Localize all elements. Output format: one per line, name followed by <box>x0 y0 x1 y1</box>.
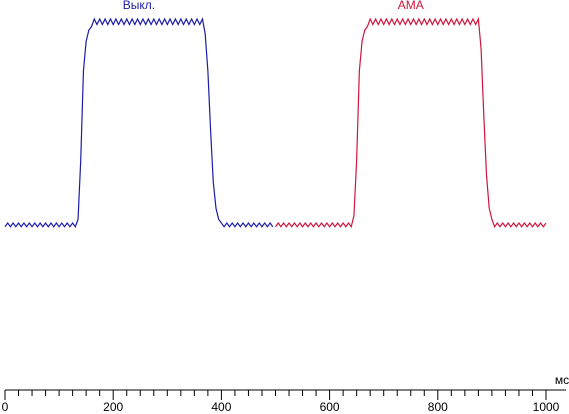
x-tick-label: 200 <box>103 400 123 414</box>
x-tick-label: 400 <box>211 400 231 414</box>
x-tick-label: 0 <box>2 400 9 414</box>
x-tick-label: 1000 <box>533 400 560 414</box>
series-label: Выкл. <box>123 0 155 12</box>
x-axis-unit: мс <box>555 373 569 387</box>
series-line <box>4 17 274 229</box>
series-line <box>275 16 547 229</box>
series-label: AMA <box>398 0 424 12</box>
x-tick-label: 800 <box>428 400 448 414</box>
x-tick-label: 600 <box>320 400 340 414</box>
